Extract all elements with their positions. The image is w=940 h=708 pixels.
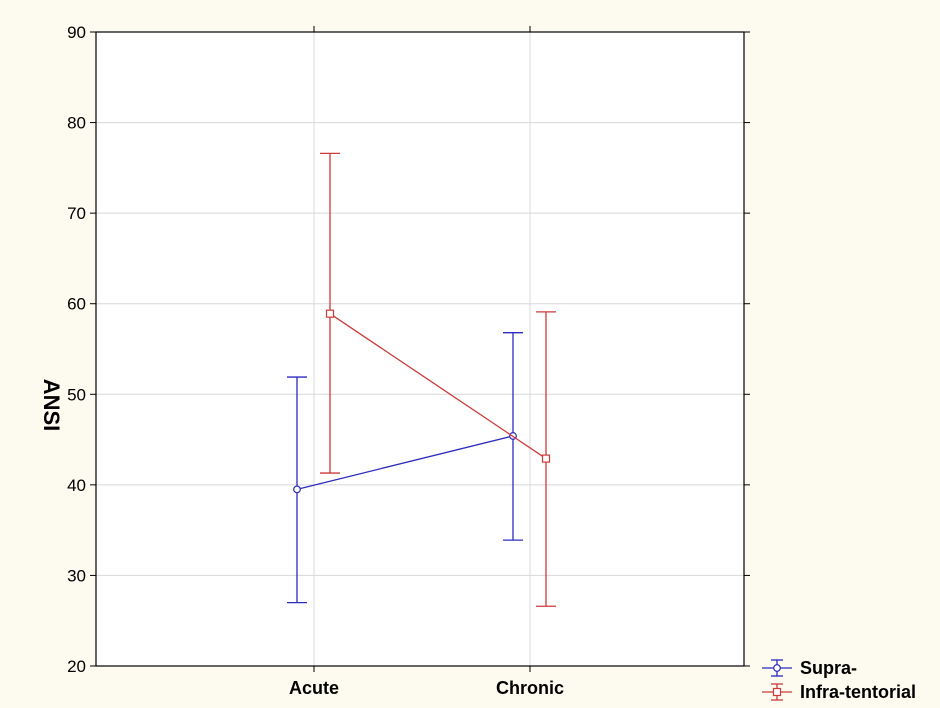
y-tick-label: 20 xyxy=(67,657,86,676)
x-category-label: Chronic xyxy=(496,678,564,698)
axes: 20 30 40 50 60 70 80 90 Acute Chronic xyxy=(67,23,750,698)
y-tick-label: 70 xyxy=(67,204,86,223)
y-axis-title: ANSI xyxy=(39,379,64,432)
series-line-1 xyxy=(329,313,547,460)
legend: Supra- Infra-tentorial xyxy=(762,658,916,702)
data-point xyxy=(293,485,301,494)
y-tick-label: 90 xyxy=(67,23,86,42)
y-tick-label: 80 xyxy=(67,114,86,133)
data-point xyxy=(325,309,335,318)
data-point xyxy=(541,454,551,463)
plot-frame xyxy=(95,31,745,667)
y-tick-label: 50 xyxy=(67,385,86,404)
x-category-label: Acute xyxy=(289,678,339,698)
plot-area xyxy=(96,32,744,666)
legend-label-0: Supra- xyxy=(800,658,857,678)
legend-marker-1 xyxy=(772,687,782,697)
series-line-0 xyxy=(296,435,514,491)
y-tick-label: 40 xyxy=(67,476,86,495)
y-tick-label: 60 xyxy=(67,295,86,314)
y-tick-label: 30 xyxy=(67,566,86,585)
legend-marker-0 xyxy=(773,664,781,672)
grid xyxy=(96,32,744,666)
series-layer xyxy=(287,152,556,607)
legend-label-1: Infra-tentorial xyxy=(800,682,916,702)
